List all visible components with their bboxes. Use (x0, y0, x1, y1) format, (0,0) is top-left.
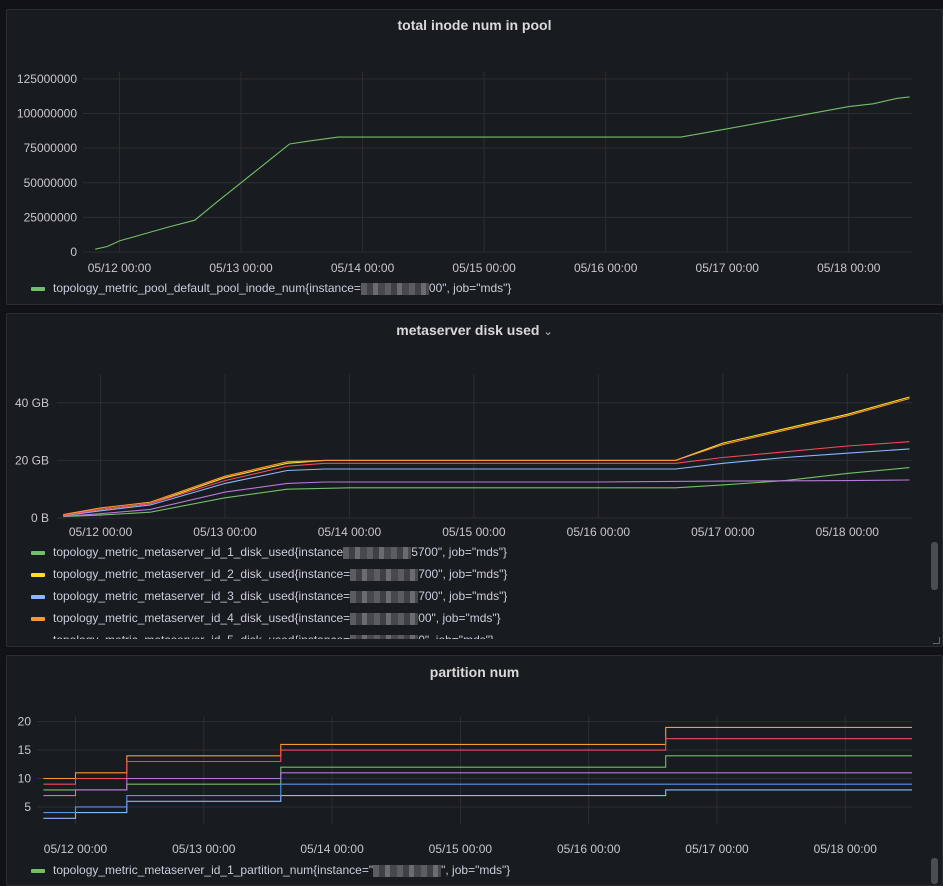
chevron-down-icon[interactable]: ⌄ (543, 326, 553, 338)
series-line (43, 726, 912, 780)
x-tick-label: 05/13 00:00 (209, 261, 273, 272)
y-tick-label: 20 (18, 715, 32, 729)
redacted-block (360, 282, 429, 295)
inode-panel: total inode num in pool 0 25000000 5000000… (6, 9, 943, 305)
x-tick-label: 05/17 00:00 (685, 842, 749, 856)
series-line (63, 448, 910, 517)
series-line (63, 467, 910, 518)
redacted-block (350, 634, 419, 639)
legend-label: topology_metric_metaserver_id_1_partitio… (53, 863, 374, 877)
legend-label: topology_metric_metaserver_id_1_disk_use… (53, 545, 344, 559)
x-tick-label: 05/18 00:00 (817, 261, 881, 272)
legend-scrollbar[interactable] (931, 542, 938, 590)
y-tick-label: 10 (18, 772, 32, 786)
legend-label: 5700", job="mds"} (411, 545, 508, 559)
legend-label: topology_metric_metaserver_id_3_disk_use… (53, 589, 351, 603)
x-tick-label: 05/17 00:00 (691, 525, 755, 539)
x-tick-label: 05/13 00:00 (172, 842, 236, 856)
redacted-block (373, 864, 442, 877)
panel-title-text: metaserver disk used (396, 322, 540, 338)
y-tick-label: 25000000 (24, 210, 78, 224)
legend-item[interactable]: topology_metric_metaserver_id_5_disk_use… (31, 629, 507, 639)
disk-used-chart: 0 B 20 GB 40 GB 05/12 00:00 05/13 00:00 05/14… (15, 374, 912, 539)
legend-label: 00", job="mds"} (428, 281, 512, 295)
x-tick-label: 05/14 00:00 (318, 525, 382, 539)
y-tick-label: 50000000 (24, 176, 78, 190)
legend-label: 700", job="mds"} (418, 589, 508, 603)
legend-swatch-icon (31, 616, 45, 621)
legend-swatch-icon (31, 550, 45, 555)
series-line (43, 738, 912, 785)
y-tick-label: 100000000 (17, 107, 77, 121)
legend-swatch-icon (31, 286, 45, 291)
panel-title[interactable]: total inode num in pool (397, 17, 552, 33)
legend-label: topology_metric_pool_default_pool_inode_… (53, 281, 361, 295)
x-tick-label: 05/16 00:00 (557, 842, 621, 856)
panel-title[interactable]: metaserver disk used ⌄ (7, 322, 942, 338)
x-tick-label: 05/14 00:00 (331, 261, 395, 272)
redacted-block (350, 568, 419, 581)
y-tick-label: 0 (70, 245, 77, 259)
legend-label: topology_metric_metaserver_id_2_disk_use… (53, 567, 351, 581)
redacted-block (350, 612, 419, 625)
redacted-block (350, 590, 419, 603)
panel-title[interactable]: partition num (429, 664, 520, 680)
y-tick-label: 125000000 (17, 72, 77, 86)
partition-chart: 5 10 15 20 05/12 00:00 05/13 00:00 05/14 00:00… (18, 715, 912, 856)
legend-swatch-icon (31, 594, 45, 599)
y-tick-label: 75000000 (24, 141, 78, 155)
legend-item[interactable]: topology_metric_metaserver_id_2_disk_use… (31, 563, 507, 585)
legend-item[interactable]: topology_metric_metaserver_id_3_disk_use… (31, 585, 507, 607)
x-tick-label: 05/17 00:00 (696, 261, 760, 272)
x-tick-label: 05/14 00:00 (300, 842, 364, 856)
series-line (63, 441, 910, 516)
y-tick-label: 15 (18, 743, 32, 757)
series-line (43, 783, 912, 814)
x-tick-label: 05/15 00:00 (429, 842, 493, 856)
legend-swatch-icon (31, 868, 45, 873)
series-line (43, 789, 912, 819)
x-tick-label: 05/18 00:00 (814, 842, 878, 856)
series-line (95, 96, 910, 250)
redacted-block (343, 546, 412, 559)
series-line (63, 479, 910, 517)
legend-item[interactable]: topology_metric_pool_default_pool_inode_… (31, 277, 511, 299)
legend: topology_metric_metaserver_id_1_disk_use… (31, 541, 507, 639)
x-tick-label: 05/12 00:00 (69, 525, 133, 539)
y-tick-label: 0 B (31, 511, 49, 525)
legend: topology_metric_pool_default_pool_inode_… (31, 277, 511, 299)
series-line (63, 396, 910, 516)
legend-label: 700", job="mds"} (418, 567, 508, 581)
x-tick-label: 05/13 00:00 (193, 525, 257, 539)
legend-item[interactable]: topology_metric_metaserver_id_1_disk_use… (31, 541, 507, 563)
x-tick-label: 05/15 00:00 (442, 525, 506, 539)
series-line (63, 397, 910, 516)
legend-swatch-icon (31, 572, 45, 577)
x-tick-label: 05/12 00:00 (44, 842, 108, 856)
legend-item[interactable]: topology_metric_metaserver_id_1_partitio… (31, 859, 510, 881)
x-tick-label: 05/18 00:00 (816, 525, 880, 539)
series-line (43, 772, 912, 797)
x-tick-label: 05/16 00:00 (574, 261, 638, 272)
inode-chart: 0 25000000 50000000 75000000 100000000 125000… (17, 72, 912, 272)
legend-label: ", job="mds"} (441, 863, 511, 877)
partition-panel: partition num 5 10 15 20 05/12 00:00 05/13 00… (6, 655, 943, 886)
legend-label: 0", job="mds"} (418, 633, 494, 639)
x-tick-label: 05/16 00:00 (567, 525, 631, 539)
resize-handle-icon[interactable] (933, 637, 940, 644)
y-tick-label: 20 GB (15, 453, 49, 467)
x-tick-label: 05/12 00:00 (88, 261, 152, 272)
legend-label: 00", job="mds"} (418, 611, 501, 625)
legend-label: topology_metric_metaserver_id_5_disk_use… (53, 633, 350, 639)
legend-item[interactable]: topology_metric_metaserver_id_4_disk_use… (31, 607, 507, 629)
legend-label: topology_metric_metaserver_id_4_disk_use… (53, 611, 351, 625)
y-tick-label: 40 GB (15, 396, 49, 410)
legend: topology_metric_metaserver_id_1_partitio… (31, 859, 510, 881)
legend-scrollbar[interactable] (931, 858, 938, 884)
y-tick-label: 5 (24, 800, 31, 814)
disk-used-panel: metaserver disk used ⌄ 0 B 20 GB 40 GB 05/12… (6, 313, 943, 647)
x-tick-label: 05/15 00:00 (452, 261, 516, 272)
